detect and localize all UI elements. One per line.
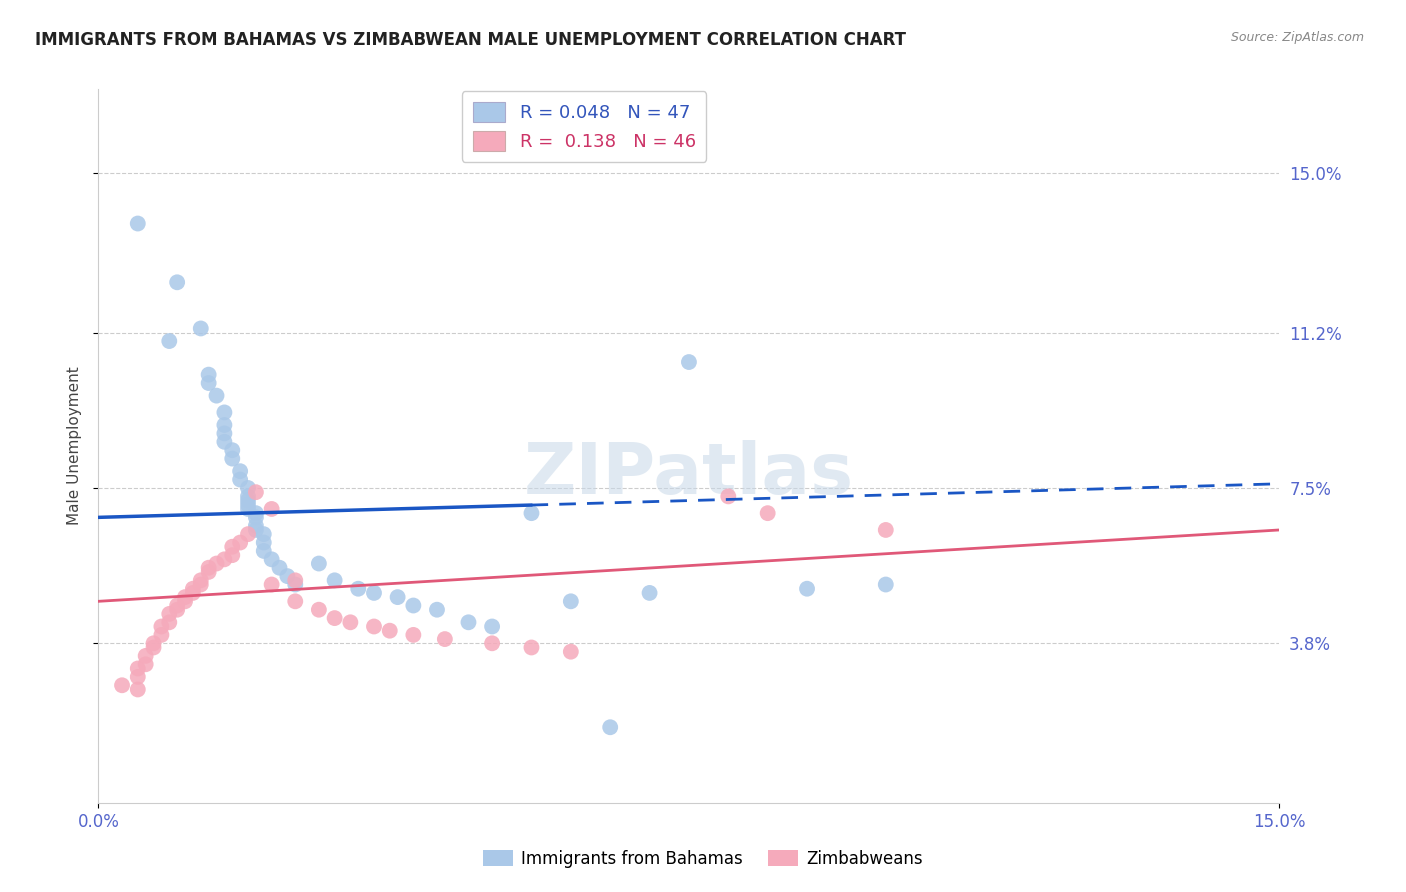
- Point: [308, 557, 330, 571]
- Point: [142, 640, 165, 655]
- Point: [229, 464, 252, 478]
- Point: [245, 485, 267, 500]
- Point: [190, 321, 212, 335]
- Point: [127, 670, 149, 684]
- Point: [426, 603, 449, 617]
- Point: [166, 599, 188, 613]
- Point: [214, 405, 236, 419]
- Point: [875, 523, 897, 537]
- Point: [157, 607, 180, 621]
- Point: [308, 603, 330, 617]
- Point: [323, 611, 346, 625]
- Point: [127, 682, 149, 697]
- Point: [276, 569, 298, 583]
- Point: [378, 624, 401, 638]
- Y-axis label: Male Unemployment: Male Unemployment: [67, 367, 83, 525]
- Point: [157, 615, 180, 630]
- Point: [229, 535, 252, 549]
- Point: [269, 560, 291, 574]
- Point: [236, 481, 259, 495]
- Point: [433, 632, 456, 646]
- Text: Source: ZipAtlas.com: Source: ZipAtlas.com: [1230, 31, 1364, 45]
- Point: [214, 552, 236, 566]
- Point: [717, 489, 740, 503]
- Point: [245, 506, 267, 520]
- Point: [363, 586, 385, 600]
- Point: [197, 560, 219, 574]
- Point: [190, 574, 212, 588]
- Point: [245, 510, 267, 524]
- Point: [347, 582, 370, 596]
- Point: [190, 577, 212, 591]
- Point: [166, 603, 188, 617]
- Point: [127, 661, 149, 675]
- Legend: Immigrants from Bahamas, Zimbabweans: Immigrants from Bahamas, Zimbabweans: [477, 844, 929, 875]
- Point: [245, 518, 267, 533]
- Point: [157, 334, 180, 348]
- Point: [363, 619, 385, 633]
- Point: [221, 540, 243, 554]
- Point: [284, 577, 307, 591]
- Point: [181, 582, 204, 596]
- Point: [174, 590, 197, 604]
- Point: [166, 275, 188, 289]
- Point: [260, 552, 283, 566]
- Point: [756, 506, 779, 520]
- Point: [260, 502, 283, 516]
- Point: [245, 523, 267, 537]
- Point: [678, 355, 700, 369]
- Point: [221, 443, 243, 458]
- Legend: R = 0.048   N = 47, R =  0.138   N = 46: R = 0.048 N = 47, R = 0.138 N = 46: [461, 91, 706, 161]
- Point: [875, 577, 897, 591]
- Point: [457, 615, 479, 630]
- Point: [229, 473, 252, 487]
- Point: [402, 628, 425, 642]
- Point: [205, 389, 228, 403]
- Point: [253, 544, 276, 558]
- Point: [236, 493, 259, 508]
- Point: [796, 582, 818, 596]
- Point: [214, 417, 236, 432]
- Point: [560, 594, 582, 608]
- Point: [284, 594, 307, 608]
- Point: [560, 645, 582, 659]
- Point: [284, 574, 307, 588]
- Text: IMMIGRANTS FROM BAHAMAS VS ZIMBABWEAN MALE UNEMPLOYMENT CORRELATION CHART: IMMIGRANTS FROM BAHAMAS VS ZIMBABWEAN MA…: [35, 31, 905, 49]
- Point: [236, 527, 259, 541]
- Point: [520, 640, 543, 655]
- Point: [135, 657, 157, 672]
- Point: [214, 426, 236, 441]
- Point: [323, 574, 346, 588]
- Point: [150, 628, 173, 642]
- Point: [197, 376, 219, 390]
- Point: [221, 548, 243, 562]
- Point: [142, 636, 165, 650]
- Point: [339, 615, 361, 630]
- Point: [402, 599, 425, 613]
- Point: [214, 434, 236, 449]
- Point: [236, 489, 259, 503]
- Point: [150, 619, 173, 633]
- Point: [481, 619, 503, 633]
- Point: [221, 451, 243, 466]
- Point: [387, 590, 409, 604]
- Point: [236, 498, 259, 512]
- Point: [197, 368, 219, 382]
- Point: [599, 720, 621, 734]
- Point: [174, 594, 197, 608]
- Point: [197, 565, 219, 579]
- Point: [260, 577, 283, 591]
- Point: [236, 502, 259, 516]
- Text: ZIPatlas: ZIPatlas: [524, 440, 853, 509]
- Point: [481, 636, 503, 650]
- Point: [181, 586, 204, 600]
- Point: [520, 506, 543, 520]
- Point: [638, 586, 661, 600]
- Point: [135, 648, 157, 663]
- Point: [127, 217, 149, 231]
- Point: [253, 535, 276, 549]
- Point: [253, 527, 276, 541]
- Point: [111, 678, 134, 692]
- Point: [205, 557, 228, 571]
